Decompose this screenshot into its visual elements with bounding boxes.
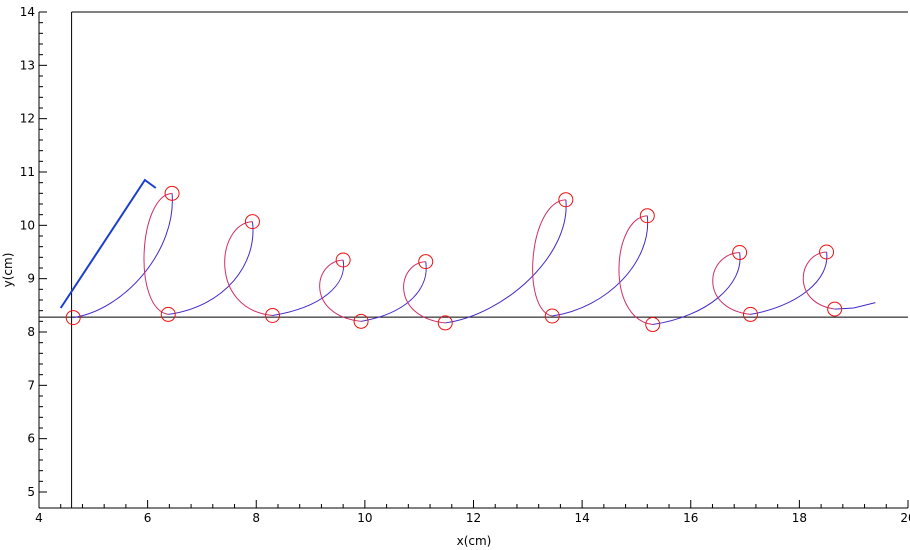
marker-circle <box>65 310 81 326</box>
marker-circle <box>160 306 176 322</box>
marker-circle <box>732 245 748 261</box>
marker-circle <box>544 308 560 324</box>
marker-circle <box>437 315 453 331</box>
marker-circle <box>244 214 260 230</box>
y-tick-label: 6 <box>27 432 35 446</box>
marker-circle <box>645 317 661 333</box>
marker-circle <box>335 252 351 268</box>
x-tick-label: 10 <box>357 511 372 525</box>
y-tick-label: 14 <box>20 5 35 19</box>
x-tick-label: 18 <box>792 511 807 525</box>
y-tick-label: 13 <box>20 58 35 72</box>
trajectory-curve-forward <box>168 221 254 315</box>
pointer-line-group <box>59 178 157 309</box>
marker-circle <box>827 301 843 317</box>
x-tick-label: 8 <box>252 511 260 525</box>
y-tick-label: 10 <box>20 218 35 232</box>
x-tick-label: 14 <box>574 511 589 525</box>
y-tick-label: 11 <box>20 165 35 179</box>
reference-lines <box>39 12 908 508</box>
trajectory-curve-forward <box>272 259 345 316</box>
axis-ticks: 4 6 8 10 12 14 16 18 20 5 6 7 8 9 10 11 12 13 14 <box>20 5 910 525</box>
marker-circle <box>558 192 574 208</box>
x-tick-label: 6 <box>144 511 152 525</box>
marker-circle <box>164 185 180 201</box>
trajectory-curve-return <box>319 259 362 322</box>
trajectory-curves <box>73 192 876 326</box>
marker-circle <box>265 307 281 323</box>
marker-circle <box>353 313 369 329</box>
x-tick-label: 20 <box>900 511 910 525</box>
trajectory-curve-return <box>224 221 273 316</box>
y-tick-label: 5 <box>27 485 35 499</box>
trajectory-curve-return <box>712 252 751 315</box>
trajectory-curve-return <box>618 215 653 326</box>
trajectory-curve-return <box>802 251 835 310</box>
marker-circle <box>639 208 655 224</box>
x-axis-label: x(cm) <box>457 534 492 548</box>
x-tick-label: 16 <box>683 511 698 525</box>
trajectory-curve-forward <box>750 251 828 315</box>
trajectory-tail <box>834 302 876 310</box>
y-tick-label: 7 <box>27 378 35 392</box>
trajectory-curve-forward <box>360 261 427 322</box>
marker-circle <box>418 254 434 270</box>
x-tick-label: 4 <box>35 511 43 525</box>
pointer-line <box>59 178 157 309</box>
trajectory-curve-forward <box>445 199 567 324</box>
trajectory-curve-forward <box>73 193 173 319</box>
trajectory-curve-return <box>403 261 446 324</box>
y-tick-label: 9 <box>27 272 35 286</box>
trajectory-curve-forward <box>552 215 649 317</box>
y-axis-label: y(cm) <box>1 253 15 288</box>
y-tick-label: 8 <box>27 325 35 339</box>
marker-circle <box>819 244 835 260</box>
x-tick-label: 12 <box>466 511 481 525</box>
trajectory-curve-return <box>532 199 566 317</box>
marker-circle <box>742 306 758 322</box>
trajectory-curve-return <box>143 192 173 315</box>
y-tick-label: 12 <box>20 112 35 126</box>
marker-circles <box>65 185 843 333</box>
